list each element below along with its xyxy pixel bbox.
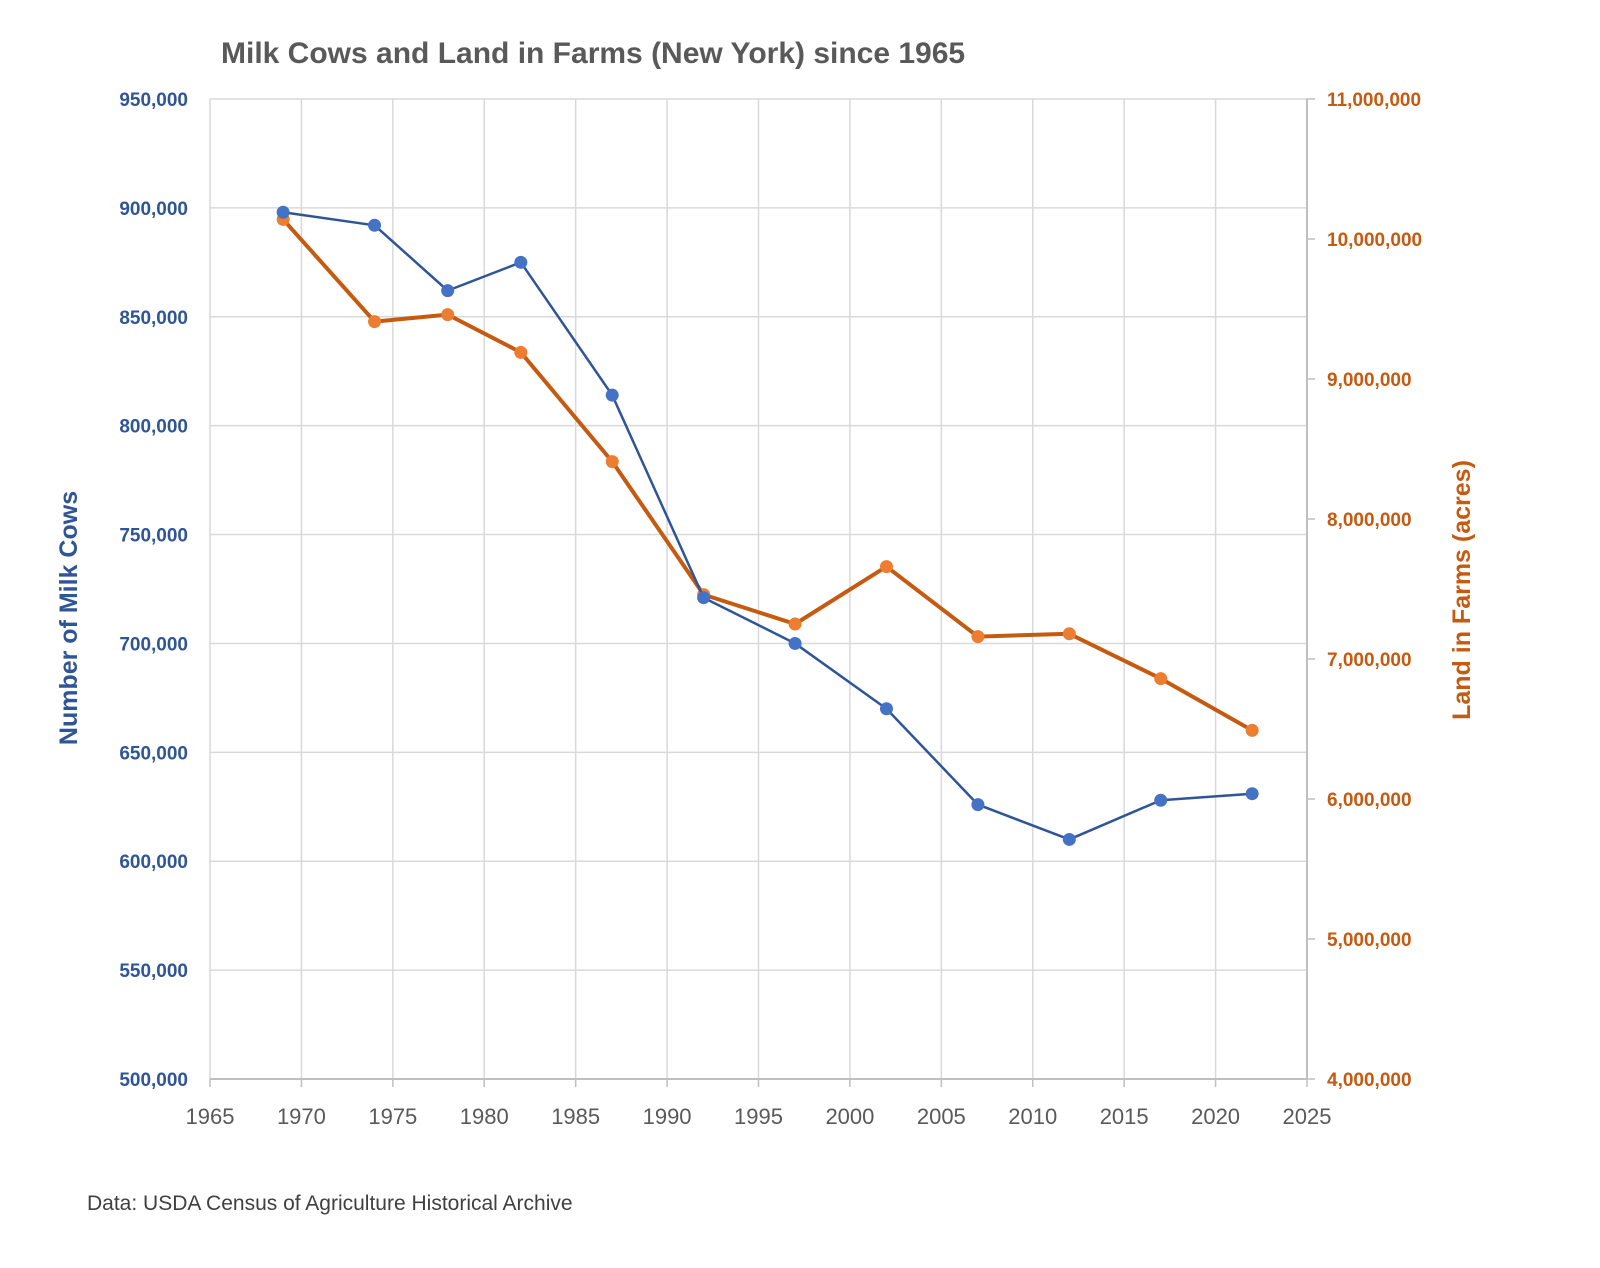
x-tick-label: 1980: [460, 1104, 509, 1129]
y-left-tick-label: 900,000: [119, 199, 188, 220]
milk-cows-point: [788, 636, 802, 650]
y-left-tick-label: 950,000: [119, 90, 188, 111]
y-right-tick-label: 4,000,000: [1327, 1070, 1412, 1091]
milk-cows-point: [441, 284, 455, 298]
y-left-tick-label: 550,000: [119, 961, 188, 982]
x-tick-label: 1985: [551, 1104, 600, 1129]
tick-labels: 500,000 550,000 600,000 650,000 700,000 750,0…: [119, 90, 1422, 1129]
x-tick-label: 2025: [1283, 1104, 1332, 1129]
land-in-farms-point: [879, 560, 893, 574]
land-in-farms-point: [1154, 672, 1168, 686]
y-right-tick-label: 5,000,000: [1327, 930, 1412, 951]
x-tick-label: 1995: [734, 1104, 783, 1129]
milk-cows-point: [879, 702, 893, 716]
land-in-farms-point: [441, 308, 455, 322]
x-tick-label: 1970: [277, 1104, 326, 1129]
land-in-farms-point: [514, 345, 528, 359]
y-right-tick-label: 8,000,000: [1327, 510, 1412, 531]
y-left-tick-label: 800,000: [119, 417, 188, 438]
y-right-tick-label: 6,000,000: [1327, 790, 1412, 811]
milk-cows-point: [605, 388, 619, 402]
y-left-tick-label: 850,000: [119, 308, 188, 329]
land-in-farms-point: [1245, 723, 1259, 737]
land-in-farms-line: [281, 218, 1254, 733]
milk-cows-line: [282, 211, 1253, 841]
source-note: Data: USDA Census of Agriculture Histori…: [87, 1192, 573, 1215]
y-right-tick-label: 11,000,000: [1327, 90, 1421, 111]
milk-cows-point: [971, 798, 985, 812]
x-tick-label: 2010: [1008, 1104, 1057, 1129]
y-left-tick-label: 700,000: [119, 634, 188, 655]
milk-cows-point: [276, 205, 290, 219]
x-tick-label: 1965: [186, 1104, 235, 1129]
y-right-tick-label: 7,000,000: [1327, 650, 1412, 671]
x-tick-label: 2020: [1191, 1104, 1240, 1129]
land-in-farms-point: [971, 630, 985, 644]
land-in-farms-point: [788, 617, 802, 631]
gridlines: [209, 98, 1315, 1087]
y-axis-left-label: Number of Milk Cows: [55, 491, 83, 745]
y-left-tick-label: 500,000: [119, 1070, 188, 1091]
milk-cows-point: [1245, 787, 1259, 801]
land-in-farms-point: [368, 315, 382, 329]
x-tick-label: 1990: [643, 1104, 692, 1129]
land-in-farms-point: [605, 455, 619, 469]
y-left-tick-label: 750,000: [119, 526, 188, 547]
milk-cows-point: [697, 591, 711, 605]
y-left-tick-label: 600,000: [119, 852, 188, 873]
y-left-tick-label: 650,000: [119, 743, 188, 764]
chart-title: Milk Cows and Land in Farms (New York) s…: [221, 37, 965, 70]
milk-cows-point: [368, 218, 382, 232]
y-right-tick-label: 10,000,000: [1327, 230, 1422, 251]
x-tick-label: 2000: [825, 1104, 874, 1129]
y-right-tick-label: 9,000,000: [1327, 370, 1412, 391]
milk-cows-point: [514, 255, 528, 269]
milk-cows-point: [1062, 832, 1076, 846]
x-tick-label: 1975: [368, 1104, 417, 1129]
x-tick-label: 2015: [1100, 1104, 1149, 1129]
land-in-farms-point: [1062, 627, 1076, 641]
series-group: [276, 205, 1259, 846]
x-tick-label: 2005: [917, 1104, 966, 1129]
milk-cows-point: [1154, 793, 1168, 807]
y-axis-right-label: Land in Farms (acres): [1448, 460, 1476, 720]
